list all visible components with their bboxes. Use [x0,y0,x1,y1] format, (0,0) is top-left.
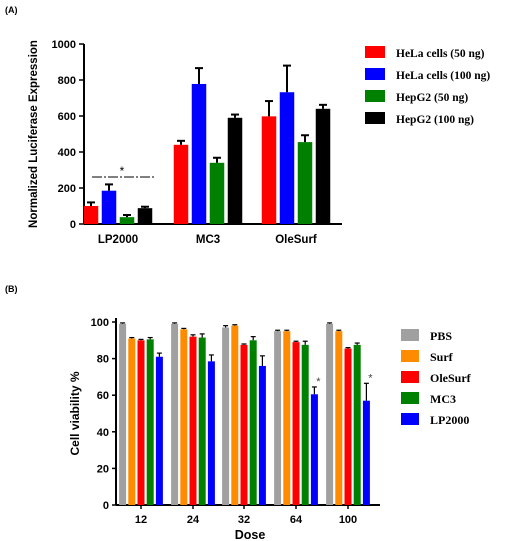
panel-a-legend-swatch [365,68,385,80]
panel-b-bar [258,365,266,505]
panel-a-bar [83,206,99,224]
panel-b-bar [128,338,136,505]
panel-b-bar [240,344,248,505]
panel-b-bar [344,348,352,505]
panel-b-bar [155,356,163,505]
panel-a-bar [279,92,295,225]
panel-b-bar [146,339,154,505]
panel-a-y-tick-label: 600 [58,111,76,123]
panel-a-y-tick-label: 400 [58,147,76,159]
panel-b-bar [137,340,145,505]
panel-b: (B) 0 20 40 60 80 100 Cell viability % Dose 12 24 3… [5,284,472,541]
panel-b-bar [207,361,215,505]
panel-a-legend-label: HepG2 (50 ng) [396,92,468,104]
panel-a-y-tick-label: 800 [58,75,76,87]
panel-b-bar [310,394,318,505]
panel-a-label: (A) [5,5,18,15]
panel-b-significance-star: * [368,372,373,384]
panel-a-legend-swatch [365,90,385,102]
panel-b-bar [335,331,343,505]
panel-a-x-tick-label: MC3 [196,234,220,246]
panel-a-y-tick-label: 200 [58,183,76,195]
panel-a-x-tick-label: LP2000 [98,234,138,246]
panel-b-bar [198,337,206,505]
panel-a-y-tick-label: 1000 [52,39,76,51]
panel-a: (A) 0 200 400 600 800 1000 Normalized Luciferas… [5,5,490,246]
panel-b-bar [119,323,127,505]
panel-a-bar [119,217,135,224]
panel-a-legend-swatch [365,46,385,58]
panel-b-bar [222,327,230,505]
panel-b-bar [231,325,239,505]
panel-b-y-tick-label: 60 [97,390,109,402]
panel-b-legend-swatch [401,329,419,341]
panel-b-x-tick-label: 12 [135,514,147,526]
panel-a-bar [209,162,225,224]
panel-b-bar [171,323,179,505]
panel-b-bar [249,340,257,505]
panel-a-legend-label: HeLa cells (50 ng) [396,48,485,60]
panel-b-x-tick-label: 32 [238,514,250,526]
panel-b-y-tick-label: 40 [97,427,109,439]
panel-b-y-tick-label: 0 [103,500,109,512]
panel-a-legend-label: HepG2 (100 ng) [396,114,474,126]
panel-b-significance-star: * [316,376,321,388]
panel-b-label: (B) [5,284,18,294]
panel-a-bar [191,83,207,225]
panel-a-significance-star: * [120,164,125,178]
panel-b-legend-label: OleSurf [430,371,472,385]
panel-a-legend-label: HeLa cells (100 ng) [396,70,490,82]
panel-b-legend-swatch [401,371,419,383]
panel-b-y-label: Cell viability % [68,371,82,455]
panel-b-bar [180,329,188,505]
panel-b-bar [301,344,309,505]
panel-a-y-label: Normalized Luciferase Expression [28,40,40,228]
panel-a-bar [315,108,331,224]
panel-b-legend-label: Surf [430,350,454,364]
panel-b-legend-swatch [401,392,419,404]
panel-b-bar [326,323,334,505]
panel-a-bar [261,116,277,224]
panel-a-bar [101,190,117,224]
panel-a-bar [173,144,189,224]
panel-b-x-tick-label: 100 [339,514,357,526]
panel-b-x-tick-label: 64 [290,514,303,526]
panel-b-y-tick-label: 100 [91,317,109,329]
panel-b-y-tick-label: 20 [97,463,109,475]
panel-b-y-tick-label: 80 [97,354,109,366]
panel-a-x-tick-label: OleSurf [275,234,317,246]
panel-a-bar [227,117,243,224]
panel-b-legend-label: PBS [430,329,452,343]
panel-b-bar [292,342,300,505]
panel-b-legend-label: MC3 [430,392,456,406]
panel-b-bar [189,336,197,505]
panel-a-y-tick-label: 0 [70,219,76,231]
panel-a-legend-swatch [365,112,385,124]
panel-b-legend-swatch [401,350,419,362]
panel-b-x-tick-label: 24 [187,514,200,526]
panel-b-x-label: Dose [235,528,266,541]
panel-b-legend-swatch [401,413,419,425]
panel-b-bar [362,400,370,505]
panel-b-bar [274,331,282,505]
panel-b-legend-label: LP2000 [430,413,469,427]
panel-a-bar [297,142,313,224]
panel-a-bar [137,208,153,224]
panel-b-bar [353,344,361,505]
panel-b-bar [283,331,291,505]
